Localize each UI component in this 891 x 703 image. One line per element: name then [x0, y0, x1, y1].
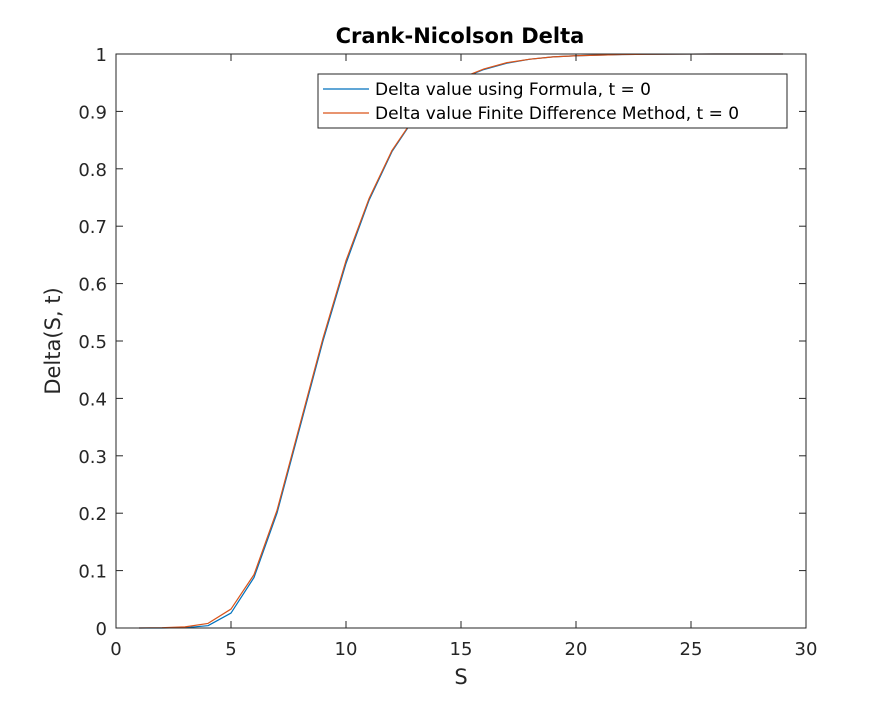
plot-area: 0 5 10 15 20 25 30 0 0.1 0.2 0.3 0.4 0.5 0.6 0.7 0.8 0.…	[78, 45, 817, 660]
y-tick-label: 0.7	[78, 217, 107, 238]
y-tick-label: 0	[96, 619, 107, 640]
x-tick-label: 20	[565, 639, 588, 660]
y-tick-label: 0.1	[78, 562, 107, 583]
y-tick-label: 0.8	[78, 160, 107, 181]
axes-background	[116, 54, 806, 628]
legend-label-formula: Delta value using Formula, t = 0	[375, 80, 651, 100]
y-ticks: 0 0.1 0.2 0.3 0.4 0.5 0.6 0.7 0.8 0.9 1	[78, 45, 806, 640]
y-tick-label: 0.9	[78, 102, 107, 123]
x-ticks: 0 5 10 15 20 25 30	[110, 54, 817, 660]
y-axis-label: Delta(S, t)	[41, 287, 65, 394]
x-tick-label: 30	[795, 639, 818, 660]
y-tick-label: 0.2	[78, 504, 107, 525]
y-tick-label: 0.4	[78, 389, 107, 410]
x-tick-label: 15	[450, 639, 473, 660]
x-tick-label: 10	[335, 639, 358, 660]
legend: Delta value using Formula, t = 0 Delta v…	[317, 73, 788, 129]
y-tick-label: 0.3	[78, 447, 107, 468]
y-tick-label: 0.5	[78, 332, 107, 353]
y-tick-label: 0.6	[78, 275, 107, 296]
x-tick-label: 25	[680, 639, 703, 660]
x-tick-label: 5	[225, 639, 236, 660]
chart-title: Crank-Nicolson Delta	[336, 24, 585, 48]
x-tick-label: 0	[110, 639, 121, 660]
x-axis-label: S	[454, 665, 467, 689]
legend-label-fdm: Delta value Finite Difference Method, t …	[375, 104, 739, 124]
y-tick-label: 1	[96, 45, 107, 66]
legend-box	[317, 73, 788, 129]
